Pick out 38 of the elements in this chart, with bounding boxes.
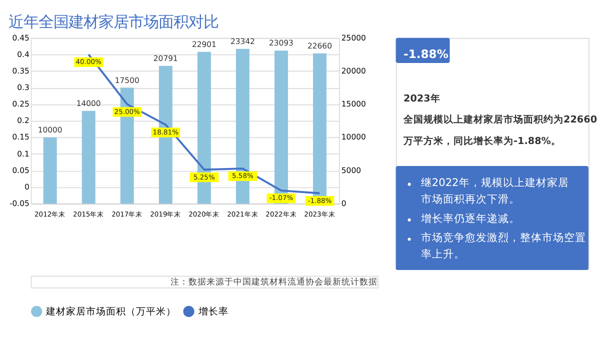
y2-tick-label: 5000: [341, 166, 362, 175]
y2-tick-label: 25000: [341, 33, 366, 42]
data-label: 22660: [308, 42, 332, 51]
data-label: 22901: [192, 40, 217, 50]
bar: [43, 137, 57, 204]
y2-tick-label: 20000: [341, 66, 366, 76]
y-tick-label: 0.1: [17, 149, 30, 158]
text: 万平方米，同比增长率为-1.88%。: [402, 134, 561, 147]
y-tick-label: 0.15: [12, 132, 30, 142]
data-label: 23342: [230, 37, 256, 46]
text: 2023年: [404, 92, 440, 104]
y-tick-label: 0: [24, 182, 30, 192]
legend-label: 建材家居市场面积（万平米）: [45, 305, 176, 318]
text: 继2022年，规模以上建材家居市场面积再次下滑。: [420, 176, 569, 206]
y-tick-label: 0.45: [12, 33, 30, 42]
y2-tick-label: 0: [341, 198, 346, 208]
text: 注：数据来源于中国建筑材料流通协会最新统计数据: [170, 276, 378, 288]
data-label: 14000: [76, 99, 101, 108]
y2-tick-label: 10000: [341, 132, 366, 142]
y-tick-label: 0.2: [17, 116, 30, 126]
data-label: 10000: [38, 126, 62, 135]
y-tick-label: -0.05: [9, 198, 30, 208]
data-label: 17500: [114, 76, 140, 85]
data-label: 23093: [268, 38, 294, 48]
text: 市场竞争愈发激烈，整体市场空置率上升。: [420, 231, 586, 261]
y2-tick-label: 15000: [341, 100, 366, 109]
chart-title: 近年全国建材家居市场面积对比: [8, 12, 218, 31]
text: 增长率仍逐年递减。: [420, 212, 520, 225]
y-tick-label: 0.3: [17, 83, 30, 92]
text: 全国规模以上建材家居市场面积约为22660: [402, 114, 598, 126]
y-tick-label: 0.4: [17, 50, 30, 59]
y-tick-label: 0.05: [12, 166, 30, 175]
text: -1.88%: [404, 47, 449, 62]
bar: [82, 110, 96, 204]
legend-label: 增长率: [197, 305, 228, 318]
y-tick-label: 0.35: [12, 66, 30, 76]
y-tick-label: 0.25: [12, 100, 30, 109]
data-label: 20791: [153, 54, 178, 63]
